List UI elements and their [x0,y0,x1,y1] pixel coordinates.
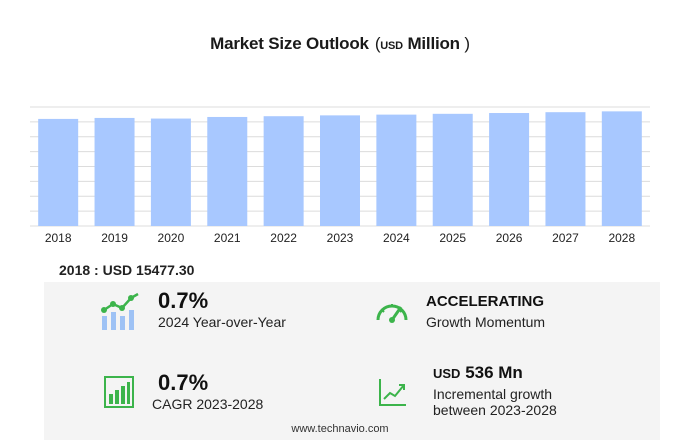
momentum-metric: ACCELERATING Growth Momentum [426,293,545,330]
bar-2019 [94,117,135,226]
bar-2023 [320,115,360,226]
bar-growth-icon [101,292,139,330]
line-trend-icon [379,379,406,406]
bar-2022 [263,116,304,226]
x-tick-label-2018: 2018 [45,231,72,245]
title-text: Market Size Outlook [210,34,369,53]
bar-2025 [432,113,473,226]
incremental-metric: USD 536 Mn Incremental growth between 20… [433,363,557,418]
bar-2027 [545,112,586,226]
bar-2028 [601,111,642,226]
momentum-label: Growth Momentum [426,314,546,330]
incremental-label-2: between 2023-2028 [433,402,557,418]
cagr-metric: 0.7% CAGR 2023-2028 [152,370,263,412]
cagr-value: 0.7% [158,370,209,395]
incremental-label-1: Incremental growth [433,386,553,402]
yoy-value: 0.7% [158,288,209,313]
chart-bars [38,111,642,226]
title-unit: (USD Million ) [375,34,470,53]
speedometer-icon [376,304,408,323]
x-tick-label-2022: 2022 [270,231,297,245]
title-close-paren: ) [464,34,470,53]
title-million: Million [407,34,460,53]
incremental-currency: USD [433,366,461,381]
chart-x-ticks: 2018 2019 2020 2021 2022 2023 2024 2025 2026 2027… [45,231,636,245]
bar-2021 [207,116,248,226]
bar-chart-icon [104,376,134,408]
yoy-label: 2024 Year-over-Year [158,314,286,330]
metrics-panel: 0.7% 2024 Year-over-Year ACCELERATING Gr… [44,282,660,440]
bar-chart: 2018 2019 2020 2021 2022 2023 2024 2025 2026 2027… [30,106,650,245]
footer-url[interactable]: www.technavio.com [291,423,389,435]
bar-2020 [150,118,191,226]
x-tick-label-2024: 2024 [383,231,410,245]
yoy-metric: 0.7% 2024 Year-over-Year [158,288,286,330]
chart-title: Market Size Outlook (USD Million ) [0,34,680,54]
bar-2024 [376,114,417,226]
incremental-value: 536 Mn [465,363,523,382]
title-usd: USD [380,40,403,52]
x-tick-label-2021: 2021 [214,231,241,245]
incremental-value-line: USD 536 Mn [433,363,557,383]
x-tick-label-2023: 2023 [327,231,354,245]
title-open-paren: ( [374,34,381,53]
base-year-value: 2018 : USD 15477.30 [59,262,195,278]
x-tick-label-2028: 2028 [608,231,635,245]
bar-2018 [38,118,79,226]
x-tick-label-2026: 2026 [496,231,523,245]
momentum-value: ACCELERATING [426,293,545,310]
bar-2026 [489,113,530,226]
x-tick-label-2027: 2027 [552,231,579,245]
x-tick-label-2020: 2020 [158,231,185,245]
x-tick-label-2019: 2019 [101,231,128,245]
x-tick-label-2025: 2025 [439,231,466,245]
cagr-label: CAGR 2023-2028 [152,396,264,412]
